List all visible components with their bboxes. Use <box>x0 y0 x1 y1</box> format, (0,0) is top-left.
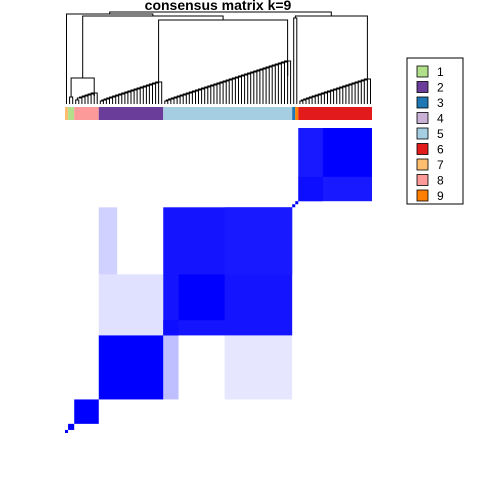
heatmap-off-diagonal-cell <box>163 335 179 400</box>
heatmap-sub-block <box>163 320 179 336</box>
class-bar-segment-2 <box>98 107 164 120</box>
class-bar-segment-5 <box>163 107 293 120</box>
class-annotation-bar <box>65 107 372 120</box>
class-bar-segment-1 <box>68 107 75 120</box>
heatmap-block-3 <box>292 204 296 208</box>
heatmap-sub-block <box>322 128 372 177</box>
dendrogram <box>66 11 371 104</box>
legend-swatch-4 <box>416 112 429 124</box>
dendrogram-link <box>69 96 74 104</box>
legend-label-9: 9 <box>437 189 444 203</box>
heatmap-off-diagonal-cell <box>224 335 293 400</box>
legend-swatch-3 <box>416 96 429 109</box>
dendrogram-link <box>99 100 104 104</box>
heatmap-sub-block <box>178 274 225 321</box>
chart-title: consensus matrix k=9 <box>145 0 292 13</box>
heatmap-block-7 <box>65 429 69 433</box>
dendrogram-link <box>164 100 169 104</box>
class-bar-segment-9 <box>295 107 299 120</box>
heatmap-block-2 <box>98 335 164 400</box>
heatmap-off-diagonal-cell <box>98 274 164 336</box>
dendrogram-link <box>294 15 368 66</box>
legend-swatch-2 <box>416 81 429 93</box>
dendrogram-link <box>82 15 224 78</box>
heatmap-block-1 <box>68 423 75 430</box>
legend-label-5: 5 <box>437 127 444 141</box>
dendrogram-link <box>76 97 83 104</box>
legend-swatch-9 <box>416 189 429 202</box>
heatmap-block-8 <box>74 399 99 424</box>
legend-label-8: 8 <box>437 174 444 188</box>
heatmap-sub-block <box>224 207 293 275</box>
dendrogram-link <box>293 17 298 98</box>
legend-label-7: 7 <box>437 158 444 172</box>
legend-swatch-6 <box>416 143 429 155</box>
class-legend: 1 23 45 67 89 <box>406 57 464 205</box>
dendrogram-link <box>299 100 304 104</box>
heatmap-block-9 <box>295 201 299 205</box>
legend-swatch-1 <box>416 65 429 78</box>
class-bar-segment-8 <box>74 107 99 120</box>
heatmap-sub-block <box>298 176 323 202</box>
class-bar-segment-6 <box>298 107 372 120</box>
legend-label-2: 2 <box>437 81 444 95</box>
legend-swatch-7 <box>416 158 429 171</box>
legend-label-6: 6 <box>437 143 444 157</box>
class-bar-segment-7 <box>65 107 69 120</box>
legend-label-3: 3 <box>437 96 444 110</box>
legend-label-4: 4 <box>437 112 444 126</box>
legend-box <box>406 57 464 205</box>
legend-swatch-8 <box>416 174 429 186</box>
legend-label-1: 1 <box>437 65 444 79</box>
dendrogram-link <box>109 11 332 16</box>
heatmap-off-diagonal-cell <box>98 207 118 275</box>
heatmap-cells <box>65 128 372 433</box>
dendrogram-link <box>75 99 80 104</box>
class-bar-segment-3 <box>292 107 296 120</box>
legend-swatch-5 <box>416 127 429 140</box>
